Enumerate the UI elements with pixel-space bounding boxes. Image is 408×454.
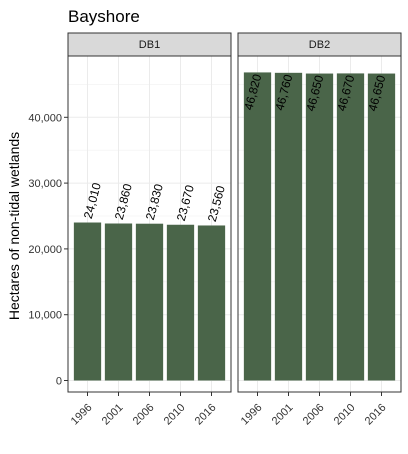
panel-db1: DB124,010199623,860200123,830200623,6702… — [67, 32, 232, 428]
bar — [274, 72, 303, 381]
facet-strip-label: DB1 — [139, 39, 160, 51]
bar — [166, 224, 195, 381]
x-tick-label: 2006 — [301, 402, 327, 428]
bar — [243, 72, 272, 381]
x-tick-label: 2001 — [100, 402, 126, 428]
panel-db2: DB246,820199646,760200146,650200646,6702… — [237, 32, 402, 428]
panel-border — [67, 55, 232, 393]
bar — [135, 223, 164, 381]
bar — [336, 73, 365, 381]
x-tick-label: 2006 — [131, 402, 157, 428]
x-tick-label: 2016 — [363, 402, 389, 428]
y-tick-label: 20,000 — [28, 244, 62, 256]
y-tick-label: 0 — [56, 376, 62, 388]
bar — [367, 73, 396, 381]
bar — [197, 225, 226, 381]
bar — [73, 222, 102, 381]
x-tick-label: 1996 — [239, 402, 265, 428]
y-axis-label: Hectares of non-tidal wetlands — [6, 132, 22, 320]
x-tick-label: 2001 — [270, 402, 296, 428]
y-tick-label: 10,000 — [28, 310, 62, 322]
x-tick-label: 1996 — [69, 402, 95, 428]
x-tick-label: 2016 — [193, 402, 219, 428]
x-tick-label: 2010 — [162, 402, 188, 428]
bar — [305, 73, 334, 381]
y-tick-label: 30,000 — [28, 178, 62, 190]
bar — [104, 223, 133, 381]
facet-strip-label: DB2 — [309, 39, 330, 51]
y-tick-label: 40,000 — [28, 112, 62, 124]
chart-title: Bayshore — [68, 7, 140, 26]
panel-border — [237, 55, 402, 393]
panels: 0 10,000 20,000 30,000 40,000 DB124,010199623… — [28, 32, 402, 428]
x-tick-label: 2010 — [332, 402, 358, 428]
